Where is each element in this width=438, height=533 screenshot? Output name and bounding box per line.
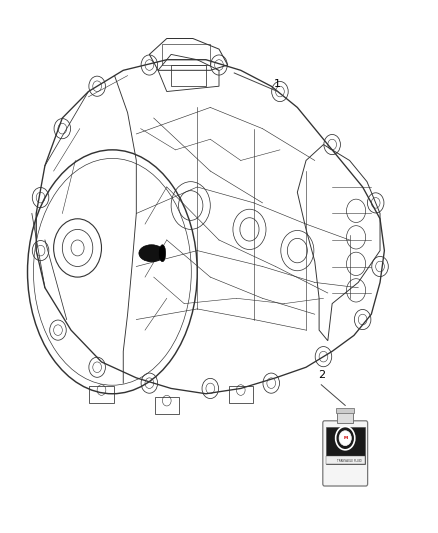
FancyBboxPatch shape [323, 421, 367, 486]
Bar [336, 408, 354, 414]
Bar [171, 65, 206, 86]
Bar [89, 386, 114, 403]
Bar [162, 44, 210, 65]
Ellipse shape [139, 245, 164, 262]
Bar [155, 397, 179, 414]
Bar [326, 426, 364, 464]
Circle shape [339, 431, 351, 446]
Bar [229, 386, 253, 403]
Text: 2: 2 [318, 370, 325, 380]
Text: M: M [343, 436, 347, 440]
Bar [337, 411, 353, 423]
Text: 1: 1 [274, 78, 281, 88]
Bar [326, 456, 364, 464]
Text: TRANSAXLE FLUID: TRANSAXLE FLUID [337, 459, 362, 463]
Ellipse shape [159, 245, 166, 262]
Circle shape [336, 426, 355, 450]
